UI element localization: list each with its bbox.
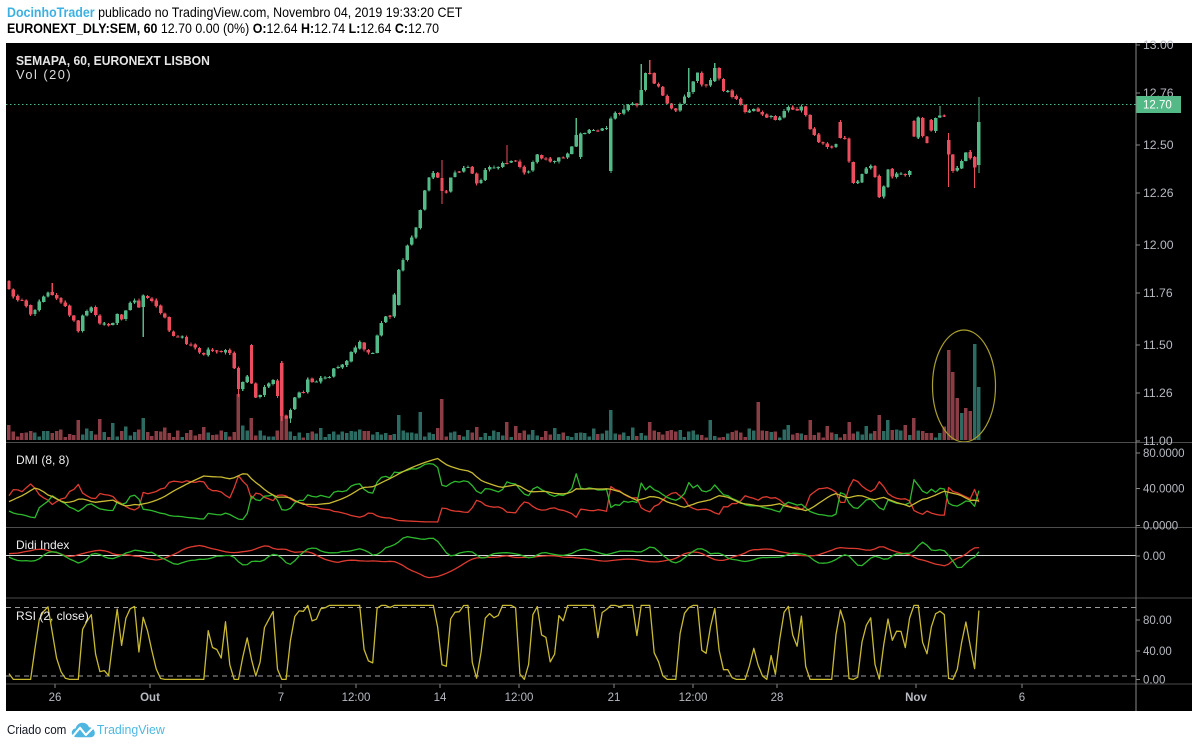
svg-text:Vol (20): Vol (20) [16,67,72,82]
svg-text:40.00: 40.00 [1143,646,1172,658]
svg-text:TradingView: TradingView [97,723,166,737]
svg-text:11.00: 11.00 [1143,434,1173,448]
svg-text:80.0000: 80.0000 [1143,448,1185,460]
svg-text:12.00: 12.00 [1143,238,1174,252]
svg-text:21: 21 [608,692,621,704]
svg-text:DMI (8, 8): DMI (8, 8) [16,453,69,467]
svg-text:7: 7 [278,692,284,704]
svg-text:Didi Index: Didi Index [16,538,69,552]
svg-text:DocinhoTrader publicado no Tra: DocinhoTrader publicado no TradingView.c… [7,5,462,21]
svg-text:12.26: 12.26 [1143,186,1174,200]
svg-text:40.0000: 40.0000 [1143,484,1185,496]
svg-text:12:00: 12:00 [342,692,371,704]
svg-text:12:00: 12:00 [505,692,534,704]
svg-text:0.00: 0.00 [1143,551,1165,563]
svg-text:Nov: Nov [905,692,927,704]
svg-text:13.00: 13.00 [1143,38,1174,52]
svg-text:0.00: 0.00 [1143,674,1165,686]
svg-text:14: 14 [434,692,447,704]
svg-text:11.26: 11.26 [1143,386,1173,400]
svg-text:EURONEXT_DLY:SEM, 60 12.70 0.: EURONEXT_DLY:SEM, 60 12.70 0.00 (0%) O:1… [7,21,439,37]
svg-text:11.76: 11.76 [1143,286,1173,300]
svg-text:26: 26 [49,692,62,704]
svg-text:12.70: 12.70 [1143,100,1172,112]
svg-text:RSI (2, close): RSI (2, close) [16,609,89,623]
svg-text:0.0000: 0.0000 [1143,520,1178,532]
svg-text:Criado com: Criado com [7,723,66,737]
svg-text:Out: Out [140,692,160,704]
svg-text:6: 6 [1019,692,1025,704]
svg-text:80.00: 80.00 [1143,615,1172,627]
svg-text:12.50: 12.50 [1143,138,1174,152]
svg-text:SEMAPA, 60, EURONEXT LISBON: SEMAPA, 60, EURONEXT LISBON [16,54,210,68]
svg-text:11.50: 11.50 [1143,338,1173,352]
svg-text:12:00: 12:00 [679,692,708,704]
svg-text:28: 28 [771,692,784,704]
